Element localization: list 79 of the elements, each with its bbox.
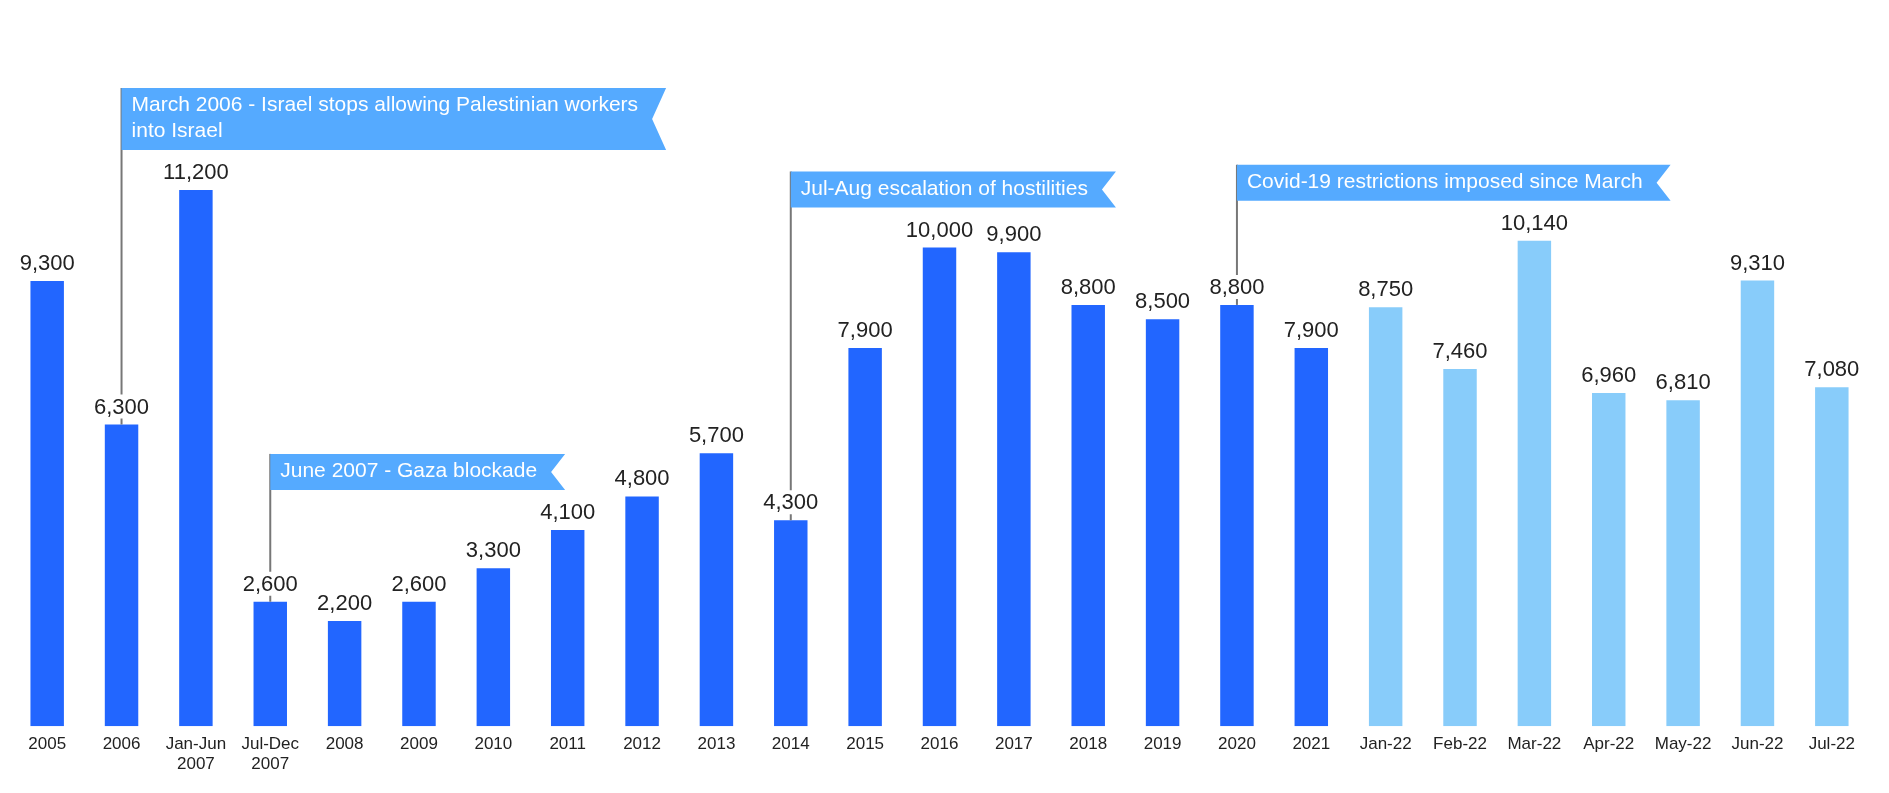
x-tick-label: 2021	[1292, 734, 1331, 754]
bar	[1368, 307, 1403, 727]
annotation: March 2006 - Israel stops allowing Palestinian workers into Israel	[131, 92, 639, 142]
data-label: 9,900	[986, 221, 1042, 247]
x-tick-label: 2017	[994, 734, 1033, 754]
data-label: 4,100	[540, 498, 596, 524]
bar	[1294, 347, 1329, 727]
bar	[774, 520, 808, 727]
data-label: 9,300	[19, 250, 75, 276]
data-label: 2,600	[242, 570, 298, 596]
data-label: 5,700	[688, 422, 744, 448]
x-tick-label: 2008	[325, 734, 364, 754]
data-label: 8,800	[1060, 273, 1116, 299]
x-tick-label: 2006	[102, 734, 141, 754]
x-tick-label: Feb-22	[1433, 734, 1487, 754]
x-tick-label: 2009	[400, 734, 438, 754]
data-label: 4,300	[763, 489, 819, 515]
data-label: 2,200	[317, 589, 373, 615]
bar	[848, 347, 882, 727]
bar	[1815, 387, 1849, 727]
bar	[1145, 319, 1180, 727]
x-tick-label: 2011	[549, 734, 586, 754]
bar	[625, 496, 659, 727]
data-label: 3,300	[465, 537, 521, 563]
x-tick-label: Jun-22	[1731, 734, 1784, 754]
annotation: Jul-Aug escalation of hostilities	[800, 175, 1088, 199]
x-tick-label: Jul-Dec 2007	[241, 734, 300, 774]
data-label: 7,900	[1283, 317, 1339, 343]
x-tick-label: Jul-22	[1808, 734, 1855, 754]
bar	[699, 453, 734, 727]
bar	[476, 568, 511, 727]
data-label: 6,960	[1581, 362, 1637, 388]
bar	[1220, 304, 1254, 727]
bar	[104, 424, 139, 727]
bar	[550, 529, 585, 727]
x-tick-label: 2014	[771, 734, 810, 754]
x-tick-label: 2013	[697, 734, 736, 754]
annotation: Covid-19 restrictions imposed since March	[1246, 169, 1643, 193]
bar	[30, 280, 64, 727]
x-tick-label: 2012	[623, 734, 661, 754]
annotation: June 2007 - Gaza blockade	[280, 458, 538, 482]
x-tick-label: Mar-22	[1507, 734, 1562, 754]
x-tick-label: May-22	[1654, 734, 1712, 754]
bar	[1443, 369, 1477, 727]
bar	[997, 252, 1031, 727]
data-label: 8,500	[1135, 288, 1191, 314]
data-label: 8,750	[1358, 276, 1414, 302]
bar	[1592, 392, 1626, 727]
data-label: 7,900	[837, 317, 893, 343]
data-label: 10,140	[1500, 209, 1569, 235]
x-tick-label: 2019	[1143, 734, 1182, 754]
bar	[1666, 400, 1700, 727]
x-tick-label: 2016	[920, 734, 959, 754]
data-label: 2,600	[391, 570, 447, 596]
data-label: 8,800	[1209, 273, 1265, 299]
bar	[1740, 280, 1775, 727]
x-tick-label: 2020	[1218, 734, 1256, 754]
data-label: 6,300	[94, 393, 150, 419]
bar	[922, 247, 957, 727]
bar	[179, 190, 213, 727]
bar	[253, 601, 287, 727]
x-tick-label: 2018	[1069, 734, 1108, 754]
data-label: 9,310	[1729, 249, 1785, 275]
bar	[1071, 304, 1105, 727]
x-tick-label: Jan-22	[1359, 734, 1412, 754]
x-tick-label: 2010	[474, 734, 513, 754]
data-label: 6,810	[1655, 369, 1711, 395]
x-tick-label: Jan-Jun 2007	[165, 734, 227, 774]
bar	[1517, 240, 1552, 727]
x-tick-label: 2015	[846, 734, 885, 754]
bar	[402, 601, 436, 727]
bar	[327, 620, 362, 727]
data-label: 10,000	[905, 216, 974, 242]
data-label: 7,080	[1804, 356, 1860, 382]
data-label: 7,460	[1432, 338, 1488, 364]
x-tick-label: 2005	[28, 734, 67, 754]
x-tick-label: Apr-22	[1583, 734, 1635, 754]
data-label: 11,200	[163, 159, 229, 185]
data-label: 4,800	[614, 465, 670, 491]
